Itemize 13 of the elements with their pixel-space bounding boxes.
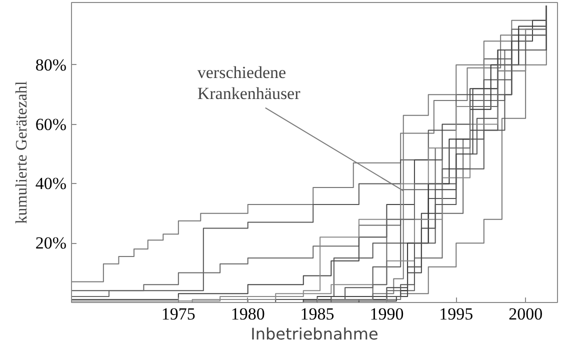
y-tick-label: 60% (35, 114, 67, 134)
y-tick-label: 40% (35, 174, 67, 194)
x-tick-label: 1995 (439, 304, 474, 324)
x-tick-label: 2000 (508, 304, 543, 324)
y-axis-title: kumulierte Gerätezahl (13, 80, 30, 224)
annotation: verschiedene Krankenhäuser (197, 62, 301, 103)
x-axis-title: Inbetriebnahme (250, 324, 378, 344)
y-tick-label: 80% (35, 55, 67, 74)
x-tick-label: 1980 (230, 304, 265, 324)
y-tick-label: 20% (35, 234, 67, 253)
x-tick-label: 1990 (370, 304, 404, 324)
x-tick-label: 1985 (300, 304, 334, 324)
x-tick-label: 1975 (161, 304, 196, 324)
